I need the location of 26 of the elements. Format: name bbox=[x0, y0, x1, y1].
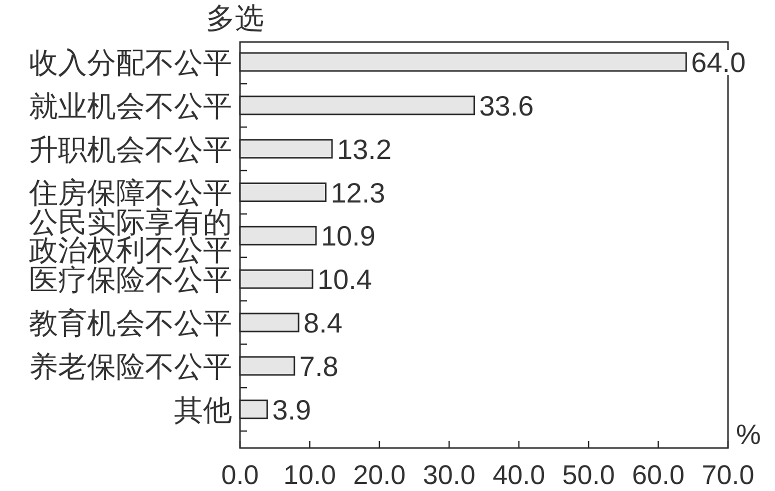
data-label: 12.3 bbox=[330, 177, 386, 208]
data-label: 13.2 bbox=[337, 134, 392, 165]
data-label: 3.9 bbox=[272, 394, 312, 426]
x-tick-label: 10.0 bbox=[283, 460, 336, 490]
y-tick-label: 养老保险不公平 bbox=[29, 351, 232, 384]
y-tick-label: 收入分配不公平 bbox=[29, 47, 232, 80]
y-tick-label: 教育机会不公平 bbox=[29, 306, 232, 340]
x-tick-label: 30.0 bbox=[422, 460, 476, 490]
x-tick-label: 60.0 bbox=[632, 460, 685, 490]
x-tick-label: 50.0 bbox=[562, 460, 615, 490]
data-label: 10.4 bbox=[318, 264, 372, 296]
y-tick-label: 其他 bbox=[174, 394, 232, 427]
data-label: 33.6 bbox=[479, 90, 534, 122]
data-label: 7.8 bbox=[299, 351, 338, 382]
y-tick-label: 就业机会不公平 bbox=[29, 90, 232, 123]
text: 多选 bbox=[206, 3, 264, 35]
y-tick-label: 升职机会不公平 bbox=[29, 134, 232, 166]
data-label: 64.0 bbox=[691, 47, 746, 78]
x-tick-label: 40.0 bbox=[492, 460, 546, 490]
data-label: 8.4 bbox=[304, 308, 342, 339]
x-axis-title: % bbox=[736, 419, 761, 450]
x-tick-label: 70.0 bbox=[702, 460, 754, 490]
x-tick-label: 20.0 bbox=[353, 460, 406, 490]
y-tick-label: 医疗保险不公平 bbox=[29, 264, 232, 297]
data-label: 10.9 bbox=[320, 220, 376, 252]
x-tick-label: 0.0 bbox=[221, 460, 259, 490]
